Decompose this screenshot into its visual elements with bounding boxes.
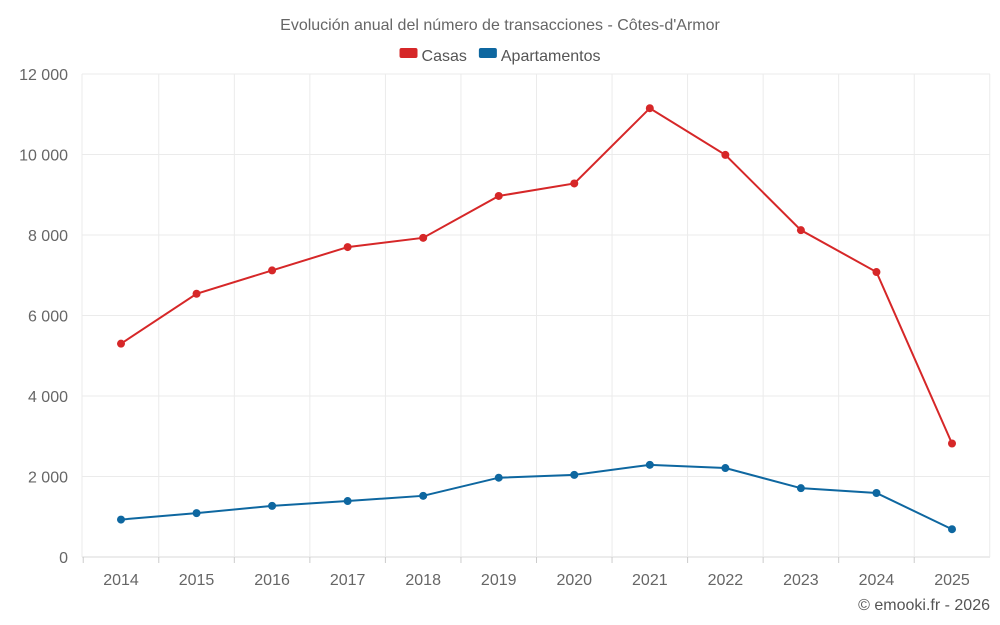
data-point[interactable] [419,233,428,242]
y-tick-label: 12 000 [19,67,68,84]
y-tick-label: 2 000 [28,470,68,487]
series-line [120,463,953,531]
data-point[interactable] [192,289,201,298]
x-tick-label: 2016 [254,572,290,589]
data-point[interactable] [872,489,881,498]
x-tick-label: 2024 [859,572,895,589]
chart-title: Evolución anual del número de transaccio… [280,17,720,34]
x-tick-label: 2019 [481,572,517,589]
data-point[interactable] [494,191,503,200]
series-line [120,106,953,444]
series-casas [117,104,956,448]
data-point[interactable] [343,243,352,252]
x-tick-label: 2015 [179,572,215,589]
x-tick-label: 2018 [405,572,441,589]
data-point[interactable] [796,226,805,235]
data-point[interactable] [570,470,579,479]
data-point[interactable] [117,515,125,524]
x-axis: 2014 2015 2016 2017 2018 2019 2020 2021 2022 2023… [82,557,970,589]
grid [81,73,991,558]
x-tick-label: 2025 [934,572,970,589]
data-point[interactable] [872,268,881,277]
data-point[interactable] [948,525,956,534]
x-tick-label: 2023 [783,572,819,589]
data-point[interactable] [494,473,503,482]
y-tick-label: 6 000 [28,309,68,326]
legend-swatch [478,48,497,58]
series-apartamentos [117,460,956,534]
y-tick-label: 4 000 [28,389,68,406]
series-group [117,104,956,534]
y-tick-label: 8 000 [28,228,68,245]
data-point[interactable] [645,460,654,469]
legend-swatch [399,48,418,58]
credit-text: © emooki.fr - 2026 [858,597,990,614]
data-point[interactable] [570,179,579,188]
x-tick-label: 2020 [556,572,592,589]
data-point[interactable] [192,509,201,518]
legend: Casas Apartamentos [399,48,601,65]
data-point[interactable] [117,339,125,348]
x-tick-label: 2014 [103,572,139,589]
data-point[interactable] [796,484,805,493]
legend-label[interactable]: Apartamentos [501,48,601,65]
y-tick-label: 0 [59,550,68,567]
data-point[interactable] [948,439,956,448]
data-point[interactable] [343,497,352,506]
x-tick-label: 2021 [632,572,668,589]
y-axis: 0 2 000 4 000 6 000 8 000 10 000 12 000 [19,67,68,567]
data-point[interactable] [268,266,277,275]
data-point[interactable] [268,501,277,510]
data-point[interactable] [419,491,428,500]
data-point[interactable] [721,464,730,473]
y-tick-label: 10 000 [19,148,68,165]
x-tick-label: 2017 [330,572,366,589]
data-point[interactable] [645,104,654,113]
legend-label[interactable]: Casas [422,48,467,65]
data-point[interactable] [721,150,730,159]
x-tick-label: 2022 [708,572,744,589]
